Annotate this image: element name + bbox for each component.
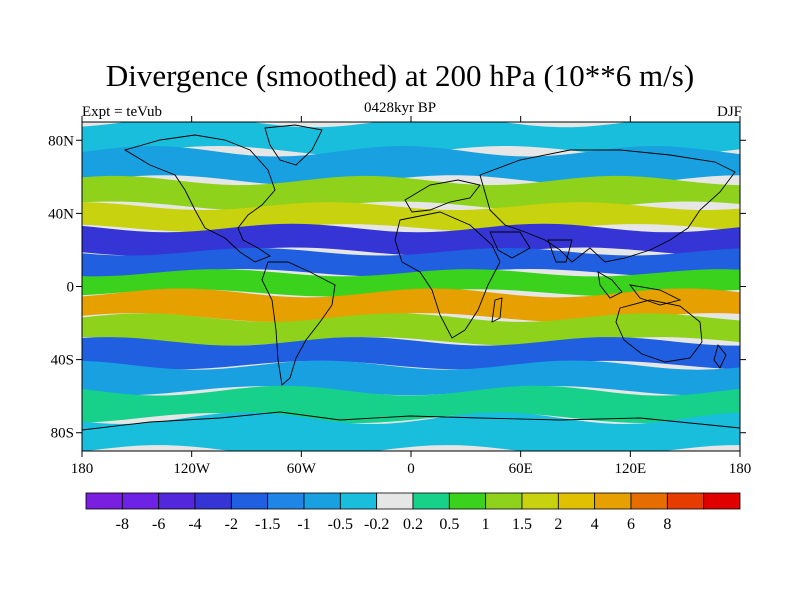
- period-label: 0428kyr BP: [363, 100, 437, 116]
- colorbar-swatch: [594, 492, 632, 510]
- colorbar-label: 2: [554, 516, 562, 533]
- colorbar-swatch: [230, 492, 269, 510]
- lat-label: 0: [67, 280, 75, 296]
- colorbar: -8 -6 -4 -2 -1.5 -1 -0.5 -0.2 0.2 0.5 1 1.5 2 4 6 8: [85, 492, 741, 533]
- field-band: [82, 360, 740, 396]
- field-band: [82, 145, 740, 186]
- colorbar-swatch: [703, 492, 741, 510]
- lon-label: 120E: [614, 461, 646, 477]
- colorbar-swatch: [267, 492, 305, 510]
- season-label: DJF: [716, 104, 742, 120]
- colorbar-label: 0.5: [439, 516, 459, 533]
- colorbar-label: -4: [188, 516, 201, 533]
- field-band: [82, 202, 740, 232]
- colorbar-swatch: [158, 492, 196, 510]
- lat-label: 80N: [48, 133, 74, 149]
- colorbar-label: 6: [627, 516, 635, 533]
- lon-label: 180: [71, 461, 94, 477]
- colorbar-label: 1.5: [512, 516, 532, 533]
- field-band: [82, 412, 740, 451]
- colorbar-label: -6: [152, 516, 165, 533]
- lat-label: 40N: [48, 206, 74, 222]
- lat-label: 40S: [51, 353, 74, 369]
- field-band: [82, 313, 740, 346]
- field-band: [82, 248, 740, 277]
- colorbar-swatch: [666, 492, 705, 510]
- field-band: [82, 122, 740, 157]
- colorbar-label: -1.5: [255, 516, 280, 533]
- field-band: [82, 269, 740, 297]
- colorbar-label: 1: [482, 516, 490, 533]
- experiment-label: Expt = teVub: [82, 104, 163, 120]
- lon-label: 180: [729, 461, 752, 477]
- latitude-axis: 80N 40N 0 40S 80S: [48, 133, 746, 442]
- longitude-axis: 180 120W 60W 0 60E 120E 180: [71, 116, 752, 477]
- colorbar-swatch: [85, 492, 123, 510]
- field-band: [82, 223, 740, 257]
- colorbar-label: -0.2: [364, 516, 389, 533]
- coastlines: [82, 124, 740, 431]
- colorbar-swatch: [557, 492, 596, 510]
- colorbar-swatch: [339, 492, 378, 510]
- lon-label: 120W: [173, 461, 211, 477]
- colorbar-swatch: [630, 492, 668, 510]
- lon-label: 60E: [509, 461, 533, 477]
- lon-label: 0: [407, 461, 415, 477]
- colorbar-swatch: [194, 492, 232, 510]
- lon-label: 60W: [287, 461, 317, 477]
- lat-label: 80S: [51, 426, 74, 442]
- field-band: [82, 175, 740, 211]
- field-band: [82, 288, 740, 323]
- colorbar-label: -0.5: [328, 516, 353, 533]
- colorbar-swatch: [485, 492, 523, 510]
- colorbar-label: -2: [225, 516, 238, 533]
- colorbar-label: 0.2: [403, 516, 423, 533]
- colorbar-swatch: [121, 492, 160, 510]
- colorbar-label: -8: [116, 516, 129, 533]
- divergence-field: [82, 122, 740, 451]
- colorbar-swatch: [521, 492, 559, 510]
- plot-title: Divergence (smoothed) at 200 hPa (10**6 …: [105, 58, 695, 93]
- colorbar-swatch: [303, 492, 341, 510]
- colorbar-label: 4: [591, 516, 599, 533]
- colorbar-swatch: [376, 492, 414, 510]
- colorbar-label: 8: [663, 516, 671, 533]
- colorbar-swatch: [448, 492, 487, 510]
- colorbar-swatch: [412, 492, 450, 510]
- colorbar-label: -1: [297, 516, 310, 533]
